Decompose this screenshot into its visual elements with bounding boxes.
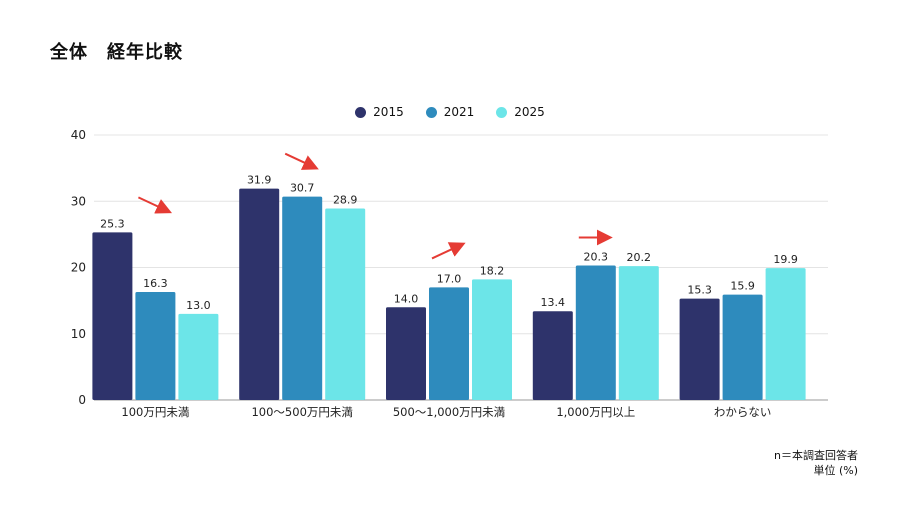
- data-label: 20.2: [627, 251, 652, 264]
- legend-label-2015: 2015: [373, 105, 404, 119]
- legend-item-2021: 2021: [425, 105, 475, 119]
- trend-arrow: [431, 242, 466, 260]
- data-label: 13.4: [541, 296, 566, 309]
- legend-label-2021: 2021: [443, 105, 475, 119]
- y-tick-label: 20: [71, 261, 86, 275]
- bar: [679, 298, 720, 400]
- data-label: 28.9: [333, 194, 358, 207]
- bar: [239, 188, 280, 400]
- legend-swatch-2021: [425, 106, 437, 118]
- data-label: 20.3: [584, 251, 609, 264]
- trend-arrow: [284, 152, 319, 170]
- bar: [282, 196, 323, 400]
- data-label: 30.7: [290, 182, 315, 195]
- legend-swatch-2025: [496, 106, 508, 118]
- chart-title: 全体 経年比較: [50, 42, 183, 63]
- bar: [472, 279, 512, 400]
- legend-item-2025: 2025: [496, 105, 545, 119]
- data-label: 19.9: [773, 253, 798, 266]
- data-label: 15.3: [687, 284, 712, 297]
- bar: [722, 294, 763, 400]
- legend-swatch-2015: [355, 106, 367, 118]
- data-label: 17.0: [437, 272, 462, 285]
- x-tick-label: 100万円未満: [121, 405, 189, 419]
- y-tick-label: 10: [71, 327, 86, 341]
- bar: [178, 313, 219, 400]
- data-label: 15.9: [730, 280, 755, 293]
- respondents-note: n＝本調査回答者: [774, 449, 858, 462]
- bar: [386, 307, 426, 400]
- y-tick-label: 40: [71, 128, 86, 142]
- trend-arrow: [137, 196, 173, 214]
- bar: [575, 265, 616, 400]
- bar: [325, 208, 366, 400]
- bar: [532, 311, 573, 400]
- data-label: 13.0: [186, 299, 211, 312]
- y-tick-label: 30: [71, 194, 86, 208]
- data-label: 14.0: [394, 292, 419, 305]
- unit-note: 単位 (%): [813, 464, 858, 477]
- legend-label-2025: 2025: [514, 105, 545, 119]
- x-tick-label: 500～1,000万円未満: [393, 405, 505, 419]
- legend: 2015 2021 2025: [0, 105, 900, 119]
- bar: [618, 266, 659, 400]
- data-label: 25.3: [100, 217, 125, 230]
- bar: [92, 232, 133, 400]
- bar: [135, 292, 176, 400]
- x-tick-label: わからない: [714, 405, 772, 419]
- x-tick-label: 100～500万円未満: [251, 405, 352, 419]
- bar: [429, 287, 469, 400]
- legend-item-2015: 2015: [355, 105, 404, 119]
- y-tick-label: 0: [78, 393, 86, 407]
- bar: [765, 268, 806, 400]
- x-tick-label: 1,000万円以上: [556, 405, 635, 419]
- data-label: 18.2: [480, 264, 505, 277]
- data-label: 16.3: [143, 277, 168, 290]
- data-label: 31.9: [247, 174, 272, 187]
